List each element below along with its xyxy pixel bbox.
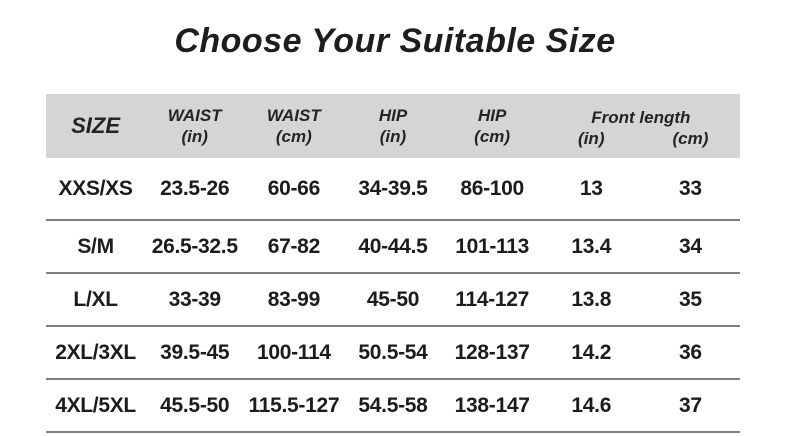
cell-hip-in: 54.5-58 (343, 379, 443, 434)
col-header-front-length-in-unit: (in) (541, 128, 641, 159)
size-chart-table-container: SIZE WAIST (in) WAIST (cm) HIP (in) HIP (46, 94, 740, 434)
cell-front-cm: 37 (640, 379, 740, 434)
table-row-l-xl: L/XL 33-39 83-99 45-50 114-127 13.8 35 (46, 273, 740, 328)
col-header-hip-in-unit: (in) (379, 127, 407, 147)
cell-front-in: 14.6 (541, 379, 641, 434)
cell-hip-cm: 114-127 (442, 273, 542, 328)
cell-size: S/M (46, 220, 146, 275)
cell-waist-in: 33-39 (145, 273, 245, 328)
col-header-hip-in-label: HIP (378, 105, 408, 125)
cell-hip-in: 34-39.5 (343, 158, 443, 222)
col-header-hip-in: HIP (in) (343, 94, 443, 159)
col-header-waist-in: WAIST (in) (145, 94, 245, 159)
cell-front-cm: 35 (640, 273, 740, 328)
cell-front-in: 13.4 (541, 220, 641, 275)
col-header-waist-in-unit: (in) (181, 127, 208, 147)
col-header-waist-cm-unit: (cm) (275, 127, 312, 147)
cell-waist-cm: 115.5-127 (244, 379, 344, 434)
table-row-4xl-5xl: 4XL/5XL 45.5-50 115.5-127 54.5-58 138-14… (46, 379, 740, 434)
col-header-size: SIZE (46, 94, 146, 159)
size-chart-header: SIZE WAIST (in) WAIST (cm) HIP (in) HIP (46, 94, 740, 159)
table-row-2xl-3xl: 2XL/3XL 39.5-45 100-114 50.5-54 128-137 … (46, 326, 740, 381)
table-row-xxs-xs: XXS/XS 23.5-26 60-66 34-39.5 86-100 13 3… (46, 158, 740, 222)
page-title: Choose Your Suitable Size (174, 22, 616, 60)
cell-waist-cm: 67-82 (244, 220, 344, 275)
col-header-hip-cm-label: HIP (477, 105, 507, 125)
cell-hip-in: 40-44.5 (343, 220, 443, 275)
cell-hip-cm: 138-147 (442, 379, 542, 434)
cell-size: L/XL (46, 273, 146, 328)
cell-waist-cm: 60-66 (244, 158, 344, 222)
cell-front-in: 13.8 (541, 273, 641, 328)
table-row-s-m: S/M 26.5-32.5 67-82 40-44.5 101-113 13.4… (46, 220, 740, 275)
cell-waist-in: 26.5-32.5 (145, 220, 245, 275)
cell-front-in: 13 (541, 158, 641, 222)
cell-waist-in: 45.5-50 (145, 379, 245, 434)
cell-size: 4XL/5XL (46, 379, 146, 434)
cell-waist-in: 39.5-45 (145, 326, 245, 381)
cell-waist-cm: 83-99 (244, 273, 344, 328)
col-header-hip-cm-unit: (cm) (474, 127, 511, 147)
size-chart-table: SIZE WAIST (in) WAIST (cm) HIP (in) HIP (46, 94, 740, 434)
cell-hip-cm: 86-100 (442, 158, 542, 222)
cell-waist-cm: 100-114 (244, 326, 344, 381)
cell-hip-in: 45-50 (343, 273, 443, 328)
cell-hip-cm: 101-113 (442, 220, 542, 275)
cell-waist-in: 23.5-26 (145, 158, 245, 222)
col-header-waist-cm-label: WAIST (266, 105, 321, 125)
size-chart-body: XXS/XS 23.5-26 60-66 34-39.5 86-100 13 3… (46, 158, 740, 434)
col-header-front-length: Front length (541, 94, 740, 128)
cell-front-cm: 33 (640, 158, 740, 222)
col-header-waist-cm: WAIST (cm) (244, 94, 344, 159)
col-header-hip-cm: HIP (cm) (442, 94, 542, 159)
cell-hip-cm: 128-137 (442, 326, 542, 381)
col-header-front-length-cm-unit: (cm) (640, 128, 740, 159)
cell-size: 2XL/3XL (46, 326, 146, 381)
cell-front-cm: 36 (640, 326, 740, 381)
cell-hip-in: 50.5-54 (343, 326, 443, 381)
cell-front-in: 14.2 (541, 326, 641, 381)
cell-size: XXS/XS (46, 158, 146, 222)
col-header-waist-in-label: WAIST (167, 105, 222, 125)
cell-front-cm: 34 (640, 220, 740, 275)
